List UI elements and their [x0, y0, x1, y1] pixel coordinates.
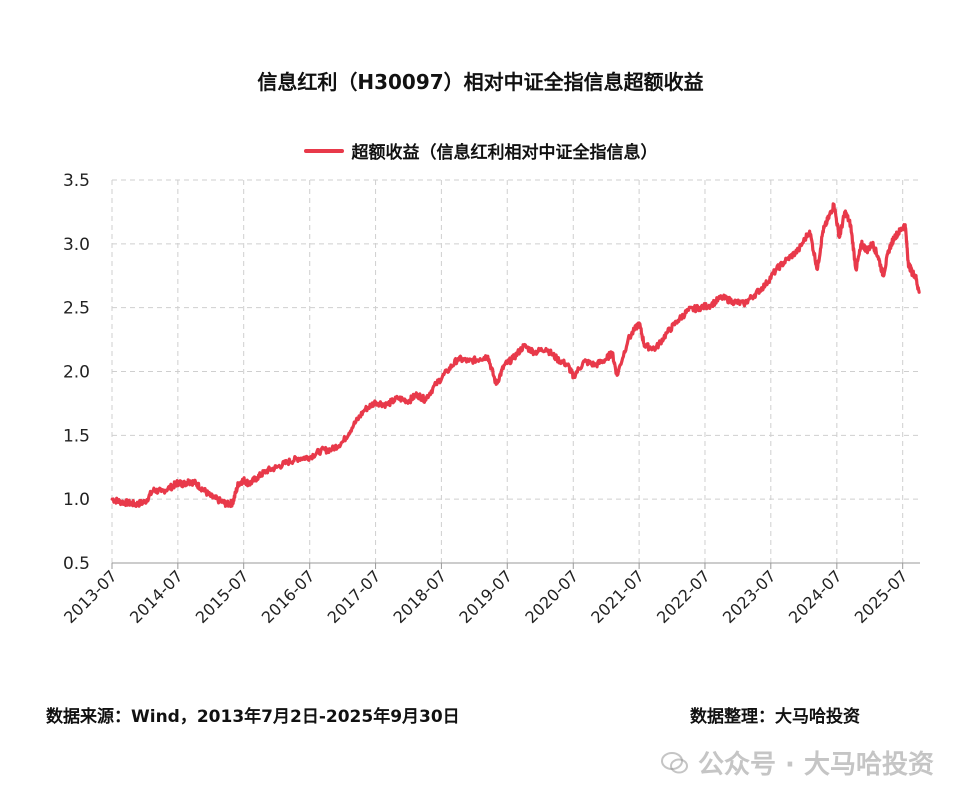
x-tick-label: 2024-07	[785, 566, 846, 627]
series-line	[110, 202, 921, 509]
x-tick-label: 2013-07	[60, 566, 121, 627]
legend-label: 超额收益（信息红利相对中证全指信息）	[351, 143, 658, 163]
x-tick-label: 2023-07	[719, 566, 780, 627]
x-tick-label: 2015-07	[192, 566, 253, 627]
x-tick-label: 2018-07	[390, 566, 451, 627]
y-tick-label: 3.0	[63, 235, 90, 255]
data-compiler-note: 数据整理：大马哈投资	[690, 707, 860, 727]
x-tick-label: 2020-07	[521, 566, 582, 627]
y-tick-label: 2.0	[63, 363, 90, 383]
chart-legend: 超额收益（信息红利相对中证全指信息）	[0, 138, 961, 163]
x-tick-label: 2017-07	[324, 566, 385, 627]
y-tick-label: 3.5	[63, 171, 90, 191]
x-tick-label: 2019-07	[455, 566, 516, 627]
y-tick-label: 1.0	[63, 490, 90, 510]
y-axis: 0.5 1.0 1.5 2.0 2.5 3.0 3.5	[63, 171, 90, 574]
wechat-icon	[661, 751, 688, 773]
chart-series	[110, 202, 921, 509]
chart-title: 信息红利（H30097）相对中证全指信息超额收益	[257, 70, 704, 94]
data-source-note: 数据来源：Wind，2013年7月2日-2025年9月30日	[46, 707, 460, 727]
x-tick-label: 2025-07	[851, 566, 912, 627]
x-tick-label: 2016-07	[258, 566, 319, 627]
watermark: 公众号 · 大马哈投资	[660, 744, 934, 781]
y-tick-label: 0.5	[63, 554, 90, 574]
x-tick-label: 2021-07	[587, 566, 648, 627]
x-tick-label: 2014-07	[126, 566, 187, 627]
y-tick-label: 2.5	[63, 299, 90, 319]
watermark-text: 公众号 · 大马哈投资	[698, 750, 934, 780]
y-tick-label: 1.5	[63, 426, 90, 446]
x-axis: 2013-07 2014-07 2015-07 2016-07 2017-07 2018-…	[60, 562, 920, 627]
x-tick-label: 2022-07	[653, 566, 714, 627]
legend-swatch	[303, 148, 344, 153]
